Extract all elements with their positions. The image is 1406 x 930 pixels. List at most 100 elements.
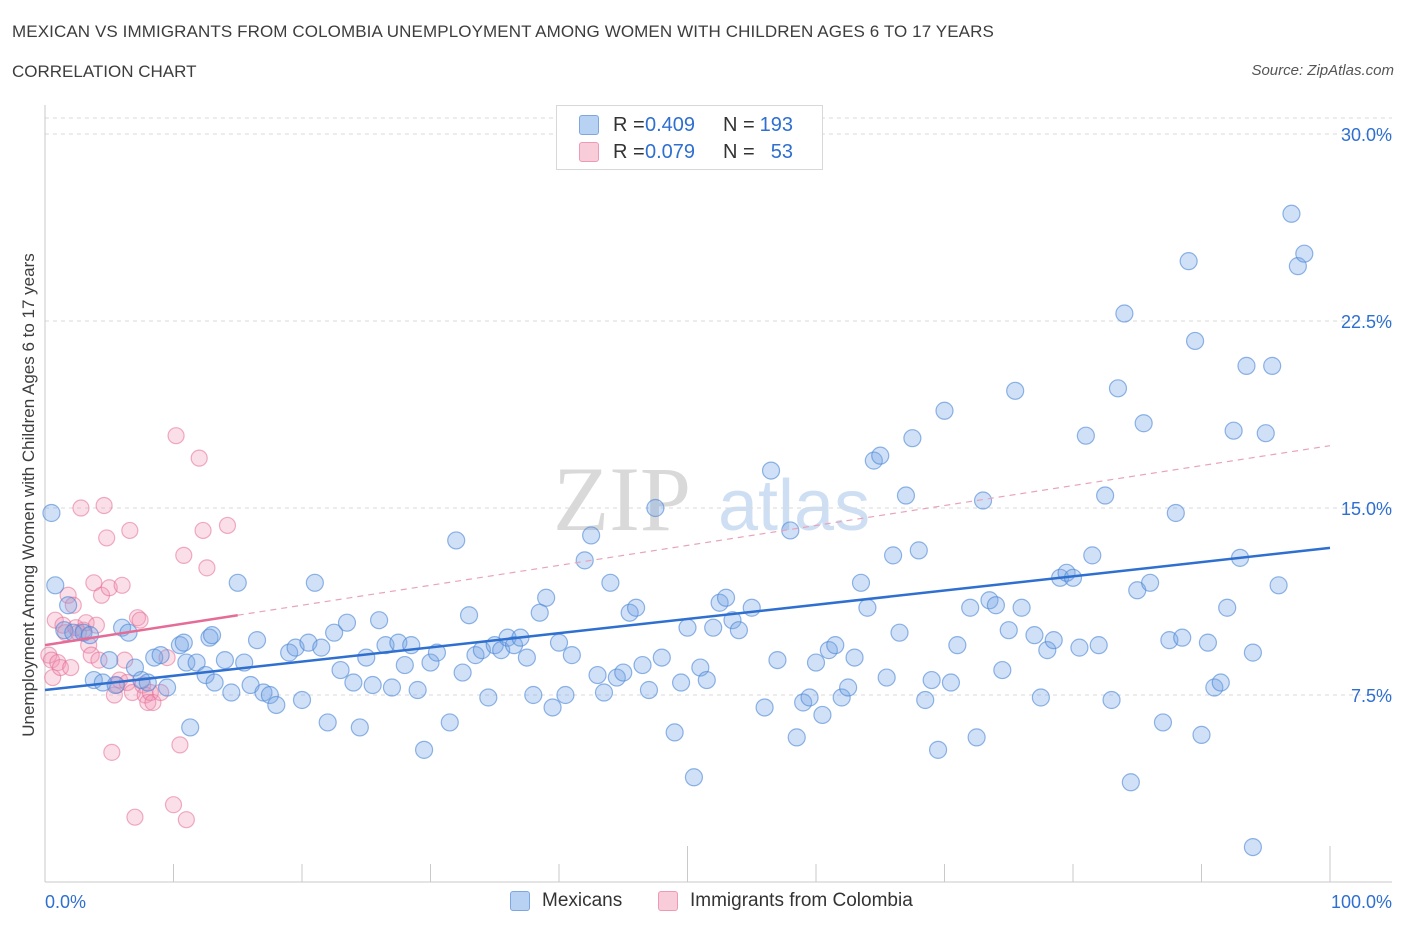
data-point-mexican (59, 596, 78, 615)
trend-line-colombia (44, 613, 238, 647)
legend-row-mexicans: R = 0.409 N = 193 (579, 113, 793, 137)
data-point-mexican (903, 429, 922, 448)
data-point-mexican (325, 623, 344, 642)
data-point-mexican (716, 588, 736, 607)
legend-item-colombia[interactable]: Immigrants from Colombia (658, 890, 913, 912)
data-point-mexican (1282, 204, 1301, 223)
data-point-mexican (1108, 379, 1128, 398)
data-point-mexican (1025, 626, 1044, 645)
data-point-mexican (704, 618, 723, 637)
data-point-mexican (871, 446, 890, 465)
data-point-mexican (858, 598, 877, 617)
data-point-mexican (928, 740, 948, 759)
data-point-mexican (922, 670, 941, 690)
data-point-mexican (1243, 837, 1263, 857)
data-point-colombia (62, 658, 80, 677)
data-point-mexican (993, 660, 1012, 680)
data-point-mexican (414, 740, 434, 759)
data-point-mexican (1083, 546, 1102, 565)
data-point-mexican (382, 678, 402, 697)
legend-r-value: 0.079 (645, 140, 696, 163)
data-point-mexican (787, 728, 806, 747)
data-point-mexican (337, 613, 357, 632)
stats-legend: R = 0.409 N = 193 R = 0.079 N = 53 (556, 105, 823, 170)
data-point-mexican (614, 663, 633, 682)
data-point-mexican (357, 648, 376, 667)
data-point-mexican (999, 621, 1018, 640)
data-point-mexican (1012, 598, 1031, 617)
data-point-colombia (175, 546, 193, 564)
data-point-mexican (80, 626, 100, 645)
legend-label-colombia: Immigrants from Colombia (690, 890, 913, 911)
data-point-mexican (292, 690, 312, 710)
data-point-mexican (671, 673, 691, 692)
data-point-mexican (440, 713, 459, 732)
legend-r-value: 0.409 (645, 113, 696, 136)
legend-n-label: N = (723, 113, 755, 136)
data-point-mexican (582, 526, 601, 545)
data-point-mexican (1166, 503, 1185, 523)
data-point-mexican (813, 705, 832, 725)
data-point-mexican (1263, 356, 1282, 375)
data-point-mexican (205, 673, 224, 692)
data-point-mexican (1121, 773, 1140, 792)
data-point-mexican (395, 655, 414, 675)
y-axis-label: Unemployment Among Women with Children A… (19, 253, 38, 737)
data-point-mexican (935, 401, 954, 420)
data-point-mexican (228, 573, 247, 592)
data-point-colombia (139, 693, 157, 712)
data-point-mexican (370, 611, 389, 630)
data-point-mexican (890, 623, 909, 642)
data-point-mexican (1096, 486, 1115, 505)
data-point-mexican (344, 673, 363, 692)
data-point-mexican (652, 648, 671, 667)
data-point-mexican (305, 573, 324, 592)
data-point-mexican (138, 673, 157, 692)
data-point-mexican (948, 636, 967, 655)
data-point-colombia (98, 529, 116, 547)
data-point-mexican (877, 668, 896, 687)
data-point-mexican (157, 678, 177, 697)
data-point-colombia (103, 743, 121, 761)
data-point-mexican (537, 588, 556, 607)
data-point-mexican (1185, 331, 1205, 351)
data-point-mexican (896, 486, 916, 505)
data-point-mexican (826, 636, 845, 655)
data-point-colombia (85, 574, 103, 592)
data-point-mexican (639, 680, 659, 700)
data-point-colombia (218, 516, 237, 535)
data-point-colombia (121, 521, 139, 540)
chart-subtitle: CORRELATION CHART (12, 62, 197, 81)
data-point-mexican (967, 728, 986, 747)
legend-swatch-pink (579, 142, 599, 162)
data-point-mexican (331, 660, 350, 680)
data-point-mexican (1153, 713, 1173, 732)
legend-item-mexicans[interactable]: Mexicans (510, 890, 622, 912)
data-point-mexican (961, 598, 980, 617)
data-point-mexican (267, 695, 286, 715)
data-point-mexican (588, 665, 607, 685)
x-tick-label-max: 100.0% (1331, 892, 1392, 912)
data-point-mexican (1076, 426, 1095, 445)
data-point-colombia (49, 653, 67, 672)
data-point-mexican (916, 690, 935, 710)
data-point-mexican (845, 648, 864, 667)
data-point-mexican (100, 650, 119, 670)
x-tick-label-min: 0.0% (45, 892, 86, 912)
data-point-mexican (421, 653, 440, 672)
source-label: Source: ZipAtlas.com (1251, 62, 1394, 79)
data-point-mexican (1211, 673, 1230, 692)
legend-row-colombia: R = 0.079 N = 53 (579, 140, 793, 164)
data-point-mexican (768, 650, 787, 670)
data-point-mexican (697, 670, 716, 690)
series-legend: Mexicans Immigrants from Colombia (0, 890, 1406, 914)
trend-lines (44, 445, 1331, 692)
data-point-mexican (1006, 381, 1025, 400)
data-point-colombia (113, 576, 131, 594)
y-tick-label: 30.0% (1341, 125, 1392, 145)
data-point-mexican (1256, 424, 1275, 443)
data-point-mexican (1243, 643, 1263, 662)
data-point-mexican (1224, 421, 1243, 440)
legend-n-value: 53 (770, 140, 793, 163)
